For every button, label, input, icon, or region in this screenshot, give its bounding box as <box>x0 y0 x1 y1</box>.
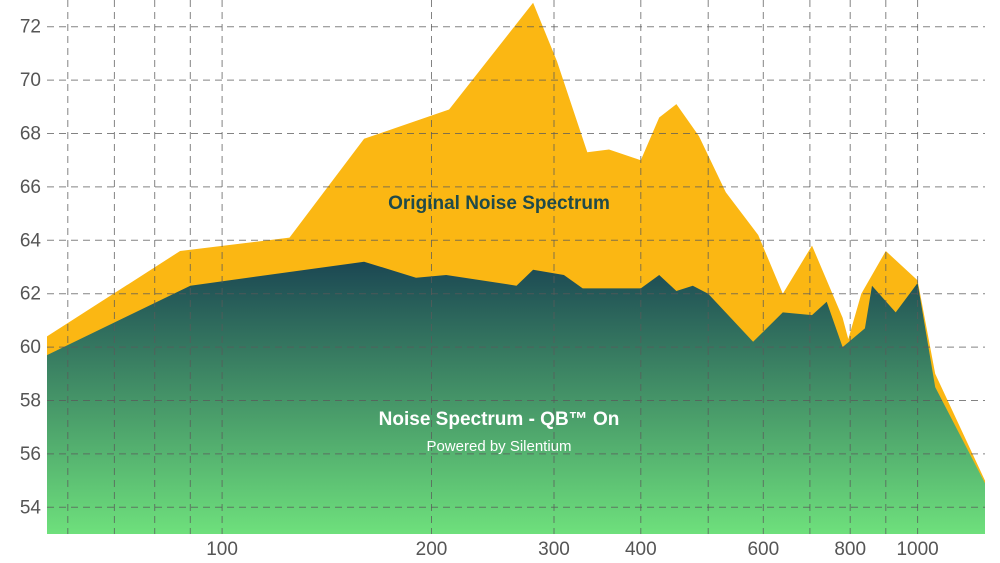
qb-spectrum-area <box>47 261 985 534</box>
original-noise-spectrum-label: Original Noise Spectrum <box>388 193 610 214</box>
x-tick-label: 400 <box>625 539 657 560</box>
x-tick-label: 200 <box>416 539 448 560</box>
qb-noise-spectrum-label: Noise Spectrum - QB™ On <box>379 409 620 430</box>
y-tick-label: 64 <box>20 230 42 251</box>
x-tick-label: 300 <box>538 539 570 560</box>
y-tick-label: 58 <box>20 391 41 412</box>
y-tick-label: 62 <box>20 284 41 305</box>
y-tick-label: 72 <box>20 17 41 38</box>
y-tick-label: 70 <box>20 70 41 91</box>
x-tick-label: 100 <box>206 539 238 560</box>
x-tick-label: 1000 <box>896 539 938 560</box>
x-tick-label: 600 <box>747 539 779 560</box>
y-tick-label: 56 <box>20 444 41 465</box>
x-tick-label: 800 <box>834 539 866 560</box>
y-tick-label: 60 <box>20 337 41 358</box>
y-tick-label: 54 <box>20 497 42 518</box>
powered-by-label: Powered by Silentium <box>426 438 571 455</box>
y-tick-label: 68 <box>20 124 41 145</box>
y-tick-label: 66 <box>20 177 41 198</box>
